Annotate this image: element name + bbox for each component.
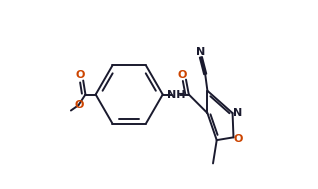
Text: NH: NH [167, 90, 185, 99]
Text: O: O [233, 134, 243, 144]
Text: N: N [232, 108, 242, 118]
Text: O: O [75, 70, 85, 80]
Text: N: N [196, 47, 205, 57]
Text: O: O [177, 70, 187, 80]
Text: O: O [74, 100, 84, 110]
